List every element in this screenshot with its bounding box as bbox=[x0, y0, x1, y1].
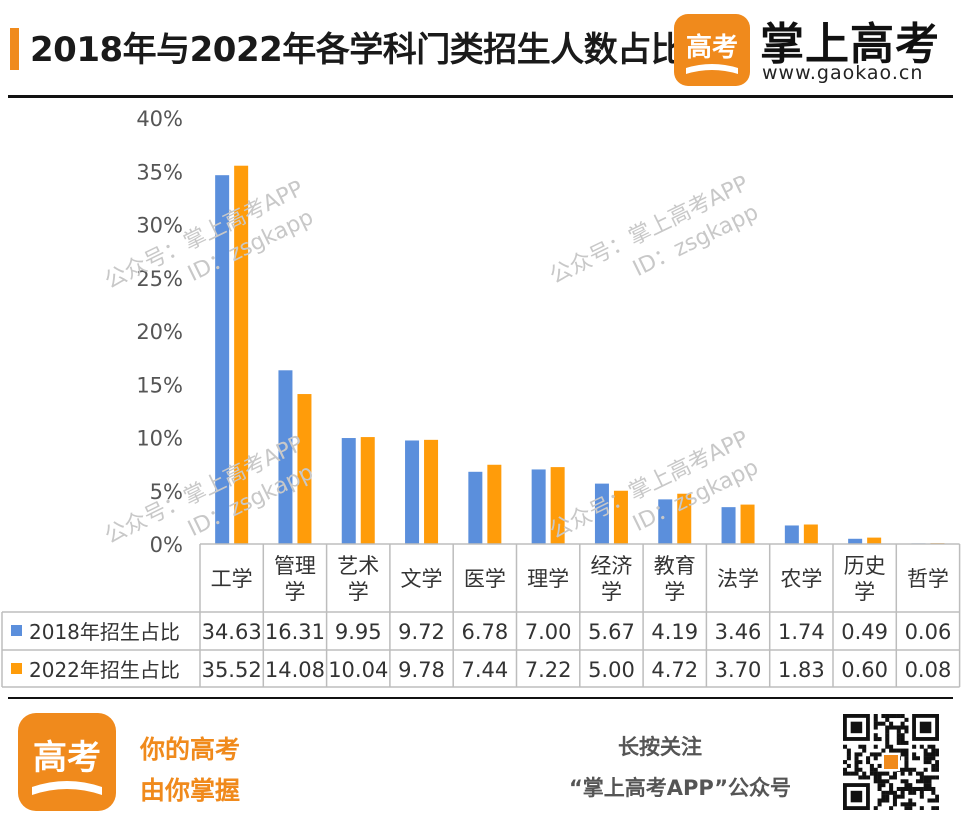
category-label: 法学 bbox=[717, 567, 759, 591]
bar-2022 bbox=[297, 394, 312, 544]
y-axis: 0% 5% 10% 15% 20% 25% 30% 35% 40% bbox=[136, 107, 183, 557]
data-label: 0.60 bbox=[841, 658, 888, 682]
bar-2022 bbox=[867, 537, 882, 544]
follow-account: “掌上高考APP”公众号 bbox=[568, 776, 792, 800]
gaokao-app-logo-icon: 高考 bbox=[18, 713, 116, 811]
bar-2018 bbox=[341, 438, 356, 544]
data-label: 7.44 bbox=[461, 658, 508, 682]
bar-2022 bbox=[360, 437, 375, 544]
category-label: 理学 bbox=[527, 567, 569, 591]
y-tick-label: 20% bbox=[136, 320, 183, 344]
header-divider bbox=[8, 95, 953, 98]
y-tick-label: 0% bbox=[150, 533, 183, 557]
data-label: 14.08 bbox=[265, 658, 325, 682]
bars bbox=[215, 165, 945, 544]
bar-2018 bbox=[594, 483, 609, 544]
gaokao-logo-icon: 高考 bbox=[674, 14, 750, 86]
brand-name: 掌上高考 bbox=[760, 19, 940, 70]
category-label: 教育学 bbox=[654, 554, 696, 604]
title-accent-bar bbox=[10, 28, 19, 70]
logo-text: 高考 bbox=[33, 738, 101, 778]
category-label: 工学 bbox=[211, 567, 253, 591]
data-label: 35.52 bbox=[202, 658, 262, 682]
bar-2022 bbox=[677, 493, 692, 544]
bar-2018 bbox=[848, 538, 863, 544]
category-label: 哲学 bbox=[907, 567, 949, 591]
logo-text: 高考 bbox=[686, 32, 738, 63]
data-label: 1.74 bbox=[778, 620, 825, 644]
bar-2018 bbox=[721, 507, 736, 544]
legend-swatch-2018 bbox=[11, 625, 22, 636]
qr-code-icon[interactable] bbox=[843, 714, 939, 810]
category-label: 管理学 bbox=[274, 554, 316, 604]
category-label: 历史学 bbox=[844, 554, 886, 604]
y-tick-label: 5% bbox=[150, 480, 183, 504]
data-label: 9.95 bbox=[335, 620, 382, 644]
data-label: 34.63 bbox=[202, 620, 262, 644]
follow-hint: 长按关注 bbox=[618, 735, 702, 759]
bar-2022 bbox=[487, 464, 502, 544]
data-label: 0.08 bbox=[905, 658, 952, 682]
legend-label: 2018年招生占比 bbox=[29, 620, 180, 644]
bar-2022 bbox=[740, 504, 755, 544]
category-label: 农学 bbox=[780, 567, 822, 591]
data-label: 3.46 bbox=[715, 620, 762, 644]
bar-2018 bbox=[405, 440, 420, 544]
bar-2018 bbox=[468, 471, 483, 544]
data-label: 9.72 bbox=[398, 620, 445, 644]
y-tick-label: 10% bbox=[136, 427, 183, 451]
category-label: 医学 bbox=[464, 567, 506, 591]
data-label: 10.04 bbox=[328, 658, 388, 682]
bar-2018 bbox=[531, 469, 546, 544]
data-label: 0.06 bbox=[905, 620, 952, 644]
data-label: 5.67 bbox=[588, 620, 635, 644]
data-label: 1.83 bbox=[778, 658, 825, 682]
brand-url: www.gaokao.cn bbox=[762, 62, 924, 84]
slogan-line-1: 你的高考 bbox=[140, 735, 241, 764]
bar-2018 bbox=[658, 499, 673, 544]
bar-2018 bbox=[784, 525, 799, 544]
y-tick-label: 35% bbox=[136, 160, 183, 184]
data-label: 16.31 bbox=[265, 620, 325, 644]
legend-label: 2022年招生占比 bbox=[29, 658, 180, 682]
bar-2022 bbox=[803, 524, 818, 544]
category-label: 文学 bbox=[401, 567, 443, 591]
header: 2018年与2022年各学科门类招生人数占比 高考 掌上高考 www.gaoka… bbox=[0, 0, 961, 96]
data-label: 9.78 bbox=[398, 658, 445, 682]
data-label: 0.49 bbox=[841, 620, 888, 644]
slogan-line-2: 由你掌握 bbox=[140, 776, 241, 805]
legend-swatch-2022 bbox=[11, 663, 22, 674]
bar-2018 bbox=[215, 175, 230, 544]
bar-2022 bbox=[424, 439, 439, 544]
data-label: 7.22 bbox=[525, 658, 572, 682]
page-title: 2018年与2022年各学科门类招生人数占比 bbox=[30, 30, 685, 70]
data-label: 5.00 bbox=[588, 658, 635, 682]
data-label: 4.19 bbox=[651, 620, 698, 644]
data-label: 3.70 bbox=[715, 658, 762, 682]
data-label: 4.72 bbox=[651, 658, 698, 682]
category-label: 经济学 bbox=[590, 554, 632, 604]
category-label: 艺术学 bbox=[337, 554, 379, 604]
bar-2022 bbox=[613, 490, 628, 544]
data-label: 6.78 bbox=[461, 620, 508, 644]
y-tick-label: 25% bbox=[136, 267, 183, 291]
bar-2022 bbox=[234, 165, 249, 544]
y-tick-label: 15% bbox=[136, 373, 183, 397]
data-label: 7.00 bbox=[525, 620, 572, 644]
bar-2018 bbox=[278, 370, 293, 544]
bar-2022 bbox=[550, 467, 565, 544]
y-tick-label: 30% bbox=[136, 214, 183, 238]
y-tick-label: 40% bbox=[136, 107, 183, 131]
footer-divider bbox=[8, 697, 953, 699]
